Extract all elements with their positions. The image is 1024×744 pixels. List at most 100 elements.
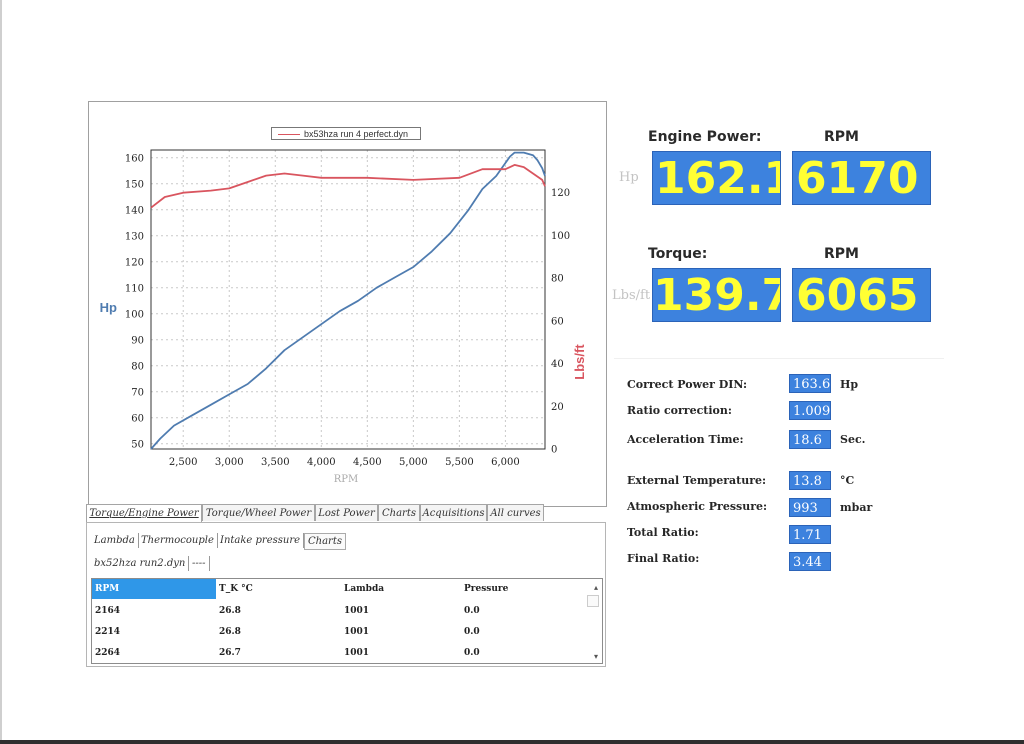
final-ratio-value: 3.44 — [789, 552, 831, 571]
left-tick-label: 140 — [125, 205, 144, 216]
scrollbar-thumb[interactable] — [587, 595, 599, 607]
engine-power-title: Engine Power: — [648, 129, 762, 145]
torque-rpm-title: RPM — [824, 246, 859, 262]
tab-lost-power[interactable]: Lost Power — [315, 504, 378, 521]
left-tick-label: 150 — [125, 179, 144, 190]
tab-charts[interactable]: Charts — [378, 504, 420, 521]
left-tick-label: 90 — [131, 335, 144, 346]
torque-rpm-display: 6065 — [792, 268, 931, 322]
atmospheric-pressure-label: Atmospheric Pressure: — [627, 500, 768, 513]
dyno-chart: 2,500 3,000 3,500 4,000 4,500 5,000 5,500 6,000… — [100, 149, 587, 485]
x-tick-label: 6,000 — [491, 457, 520, 468]
cell-temp: 26.8 — [219, 606, 241, 616]
x-tick-label: 4,500 — [353, 457, 382, 468]
legend-label: bx53hza run 4 perfect.dyn — [304, 129, 409, 139]
acceleration-time-label: Acceleration Time: — [627, 433, 744, 446]
x-tick-label: 4,000 — [307, 457, 336, 468]
cell-pressure: 0.0 — [464, 648, 480, 658]
tab-all-curves[interactable]: All curves — [487, 504, 544, 521]
right-tick-label: 100 — [551, 231, 570, 242]
file-tab-empty[interactable]: ---- — [189, 556, 210, 571]
left-tick-label: 50 — [131, 439, 144, 450]
file-tab-run2[interactable]: bx52hza run2.dyn — [91, 556, 190, 571]
torque-unit-label: Lbs/ft — [612, 288, 651, 303]
cell-temp: 26.8 — [219, 627, 241, 637]
tab-torque-engine-power[interactable]: Torque/Engine Power — [86, 504, 202, 522]
cell-pressure: 0.0 — [464, 627, 480, 637]
torque-display: 139.7 — [652, 268, 781, 322]
subtab-lambda[interactable]: Lambda — [91, 533, 139, 548]
left-tick-label: 120 — [125, 257, 144, 268]
power-rpm-title: RPM — [824, 129, 859, 145]
right-tick-label: 0 — [551, 445, 557, 456]
left-tick-label: 60 — [131, 413, 144, 424]
scroll-up-arrow-icon[interactable]: ▴ — [593, 582, 598, 592]
column-header-lambda[interactable]: Lambda — [344, 584, 385, 594]
external-temperature-unit: °C — [840, 474, 855, 487]
table-header: RPM T_K °C Lambda Pressure ▴ — [92, 579, 602, 607]
atmospheric-pressure-unit: mbar — [840, 501, 873, 514]
power-rpm-display: 6170 — [792, 151, 931, 205]
column-header-rpm[interactable]: RPM — [92, 579, 216, 599]
acceleration-time-value: 18.6 — [789, 430, 831, 449]
correct-power-value: 163.6 — [789, 374, 831, 393]
left-tick-label: 160 — [125, 153, 144, 164]
scan-bottom-edge — [0, 740, 1024, 744]
ratio-correction-value: 1.009 — [789, 401, 831, 420]
right-tick-label: 120 — [551, 188, 570, 199]
chart-tabs: Torque/Engine Power Torque/Wheel Power L… — [86, 504, 606, 522]
subtab-thermocouple[interactable]: Thermocouple — [138, 533, 218, 548]
x-tick-label: 3,000 — [215, 457, 244, 468]
x-tick-label: 5,000 — [399, 457, 428, 468]
cell-lambda: 1001 — [344, 627, 370, 637]
right-axis-title: Lbs/ft — [572, 344, 587, 380]
tab-acquisitions[interactable]: Acquisitions — [420, 504, 487, 521]
tab-torque-wheel-power[interactable]: Torque/Wheel Power — [202, 504, 315, 521]
table-row[interactable]: 2264 26.7 1001 0.0 — [92, 643, 602, 664]
scroll-down-arrow-icon[interactable]: ▾ — [593, 651, 598, 661]
cell-lambda: 1001 — [344, 648, 370, 658]
cell-lambda: 1001 — [344, 606, 370, 616]
column-header-pressure[interactable]: Pressure — [464, 584, 509, 594]
ratio-correction-label: Ratio correction: — [627, 404, 732, 417]
table-row[interactable]: 2214 26.8 1001 0.0 — [92, 622, 602, 643]
left-tick-label: 130 — [125, 231, 144, 242]
external-temperature-value: 13.8 — [789, 471, 831, 490]
table-row[interactable]: 2164 26.8 1001 0.0 — [92, 601, 602, 622]
total-ratio-value: 1.71 — [789, 525, 831, 544]
x-tick-label: 3,500 — [261, 457, 290, 468]
left-tick-label: 70 — [131, 387, 144, 398]
cell-rpm: 2264 — [95, 648, 121, 658]
right-tick-label: 60 — [551, 316, 564, 327]
plot-frame — [150, 149, 546, 450]
scan-edge — [0, 0, 2, 744]
external-temperature-label: External Temperature: — [627, 474, 767, 487]
total-ratio-label: Total Ratio: — [627, 526, 699, 539]
subtab-intake-pressure[interactable]: Intake pressure — [217, 533, 305, 548]
data-table: RPM T_K °C Lambda Pressure ▴ 2164 26.8 1… — [91, 578, 603, 664]
correct-power-label: Correct Power DIN: — [627, 378, 748, 391]
cell-rpm: 2164 — [95, 606, 121, 616]
legend-swatch-torque — [278, 134, 300, 135]
power-curve — [150, 151, 546, 450]
torque-curve — [150, 164, 546, 209]
x-axis-title: RPM — [334, 474, 359, 485]
x-tick-label: 2,500 — [169, 457, 198, 468]
subtab-charts[interactable]: Charts — [304, 533, 346, 550]
acceleration-time-unit: Sec. — [840, 433, 866, 446]
final-ratio-label: Final Ratio: — [627, 552, 700, 565]
right-tick-label: 40 — [551, 359, 564, 370]
column-header-temp[interactable]: T_K °C — [219, 584, 253, 594]
torque-title: Torque: — [648, 246, 708, 262]
cell-rpm: 2214 — [95, 627, 121, 637]
left-tick-label: 100 — [125, 309, 144, 320]
dyno-chart-panel: 2,500 3,000 3,500 4,000 4,500 5,000 5,500 6,000… — [88, 101, 607, 507]
left-axis-title: Hp — [100, 300, 117, 315]
right-tick-label: 20 — [551, 402, 564, 413]
chart-legend: bx53hza run 4 perfect.dyn — [271, 127, 421, 140]
acquisition-panel: Lambda Thermocouple Intake pressure Char… — [86, 522, 606, 667]
right-tick-label: 80 — [551, 274, 564, 285]
atmospheric-pressure-value: 993 — [789, 498, 831, 517]
left-tick-label: 110 — [125, 283, 144, 294]
cell-pressure: 0.0 — [464, 606, 480, 616]
